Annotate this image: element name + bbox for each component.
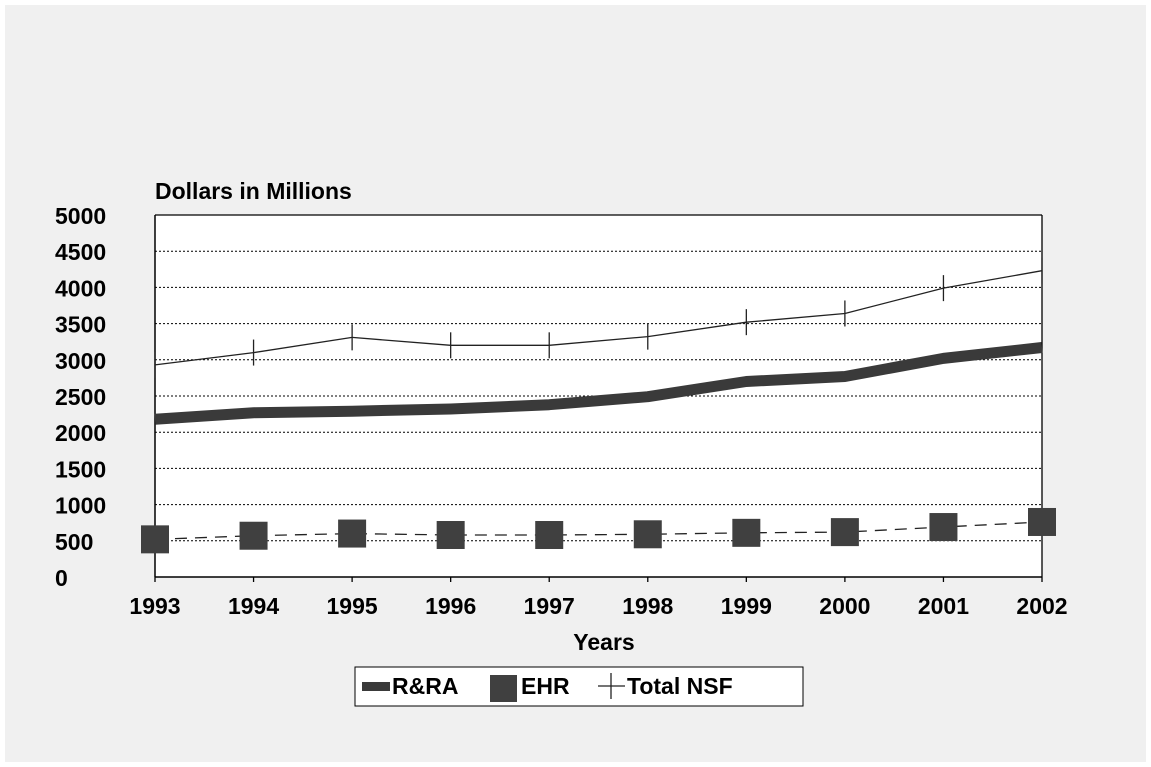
y-tick-label: 5000 <box>55 203 106 229</box>
y-tick-label: 0 <box>55 565 68 591</box>
series-ehr-point <box>338 519 367 548</box>
x-tick-label: 1999 <box>721 593 772 619</box>
legend: R&RA EHR Total NSF <box>354 666 804 707</box>
x-tick-label: 1993 <box>129 593 180 619</box>
y-axis-title: Dollars in Millions <box>155 178 352 204</box>
series-ehr-point <box>929 513 958 542</box>
x-tick-label: 1995 <box>327 593 378 619</box>
series-ehr-point <box>141 525 169 554</box>
y-tick-label: 1500 <box>55 456 106 482</box>
series-ehr-point <box>436 521 465 550</box>
y-tick-label: 3500 <box>55 312 106 338</box>
y-tick-label: 3000 <box>55 348 106 374</box>
legend-label-total-nsf: Total NSF <box>627 673 733 699</box>
x-tick-label: 2002 <box>1016 593 1067 619</box>
line-chart: Dollars in Millions 0 500 1000 1500 2000 2500… <box>55 178 1068 707</box>
legend-label-ehr: EHR <box>521 673 570 699</box>
series-ehr-point <box>535 521 564 550</box>
y-tick-label: 2000 <box>55 420 106 446</box>
series-ehr-point <box>732 518 761 547</box>
x-tick-label: 1996 <box>425 593 476 619</box>
legend-box <box>354 666 804 707</box>
x-axis-title: Years <box>573 629 634 655</box>
legend-swatch-ehr <box>490 675 517 702</box>
x-tick-label: 1994 <box>228 593 279 619</box>
legend-swatch-r-ra <box>362 682 390 691</box>
y-tick-label: 1000 <box>55 493 106 519</box>
series-ehr-point <box>633 520 662 549</box>
x-tick-label: 1998 <box>622 593 673 619</box>
series-ehr-point <box>830 518 859 547</box>
series-ehr-point <box>1028 507 1056 536</box>
series-total-nsf-line <box>154 270 1043 366</box>
y-tick-label: 4500 <box>55 239 106 265</box>
series-layer <box>141 257 1056 554</box>
x-tick-labels: 1993 1994 1995 1996 1997 1998 1999 2000 2001 2002 <box>129 593 1067 619</box>
legend-label-r-ra: R&RA <box>392 673 458 699</box>
x-tick-label: 2000 <box>819 593 870 619</box>
y-tick-label: 2500 <box>55 384 106 410</box>
series-ehr-point <box>239 521 268 550</box>
series-ehr-line <box>154 521 1043 541</box>
chart-area: Dollars in Millions 0 500 1000 1500 2000 2500… <box>5 5 1146 762</box>
series-r-ra-line <box>154 342 1043 425</box>
x-tick-label: 2001 <box>918 593 969 619</box>
y-tick-labels: 0 500 1000 1500 2000 2500 3000 3500 4000 4500 5000 <box>55 203 106 591</box>
y-tick-label: 4000 <box>55 275 106 301</box>
y-tick-label: 500 <box>55 529 93 555</box>
x-tick-label: 1997 <box>524 593 575 619</box>
